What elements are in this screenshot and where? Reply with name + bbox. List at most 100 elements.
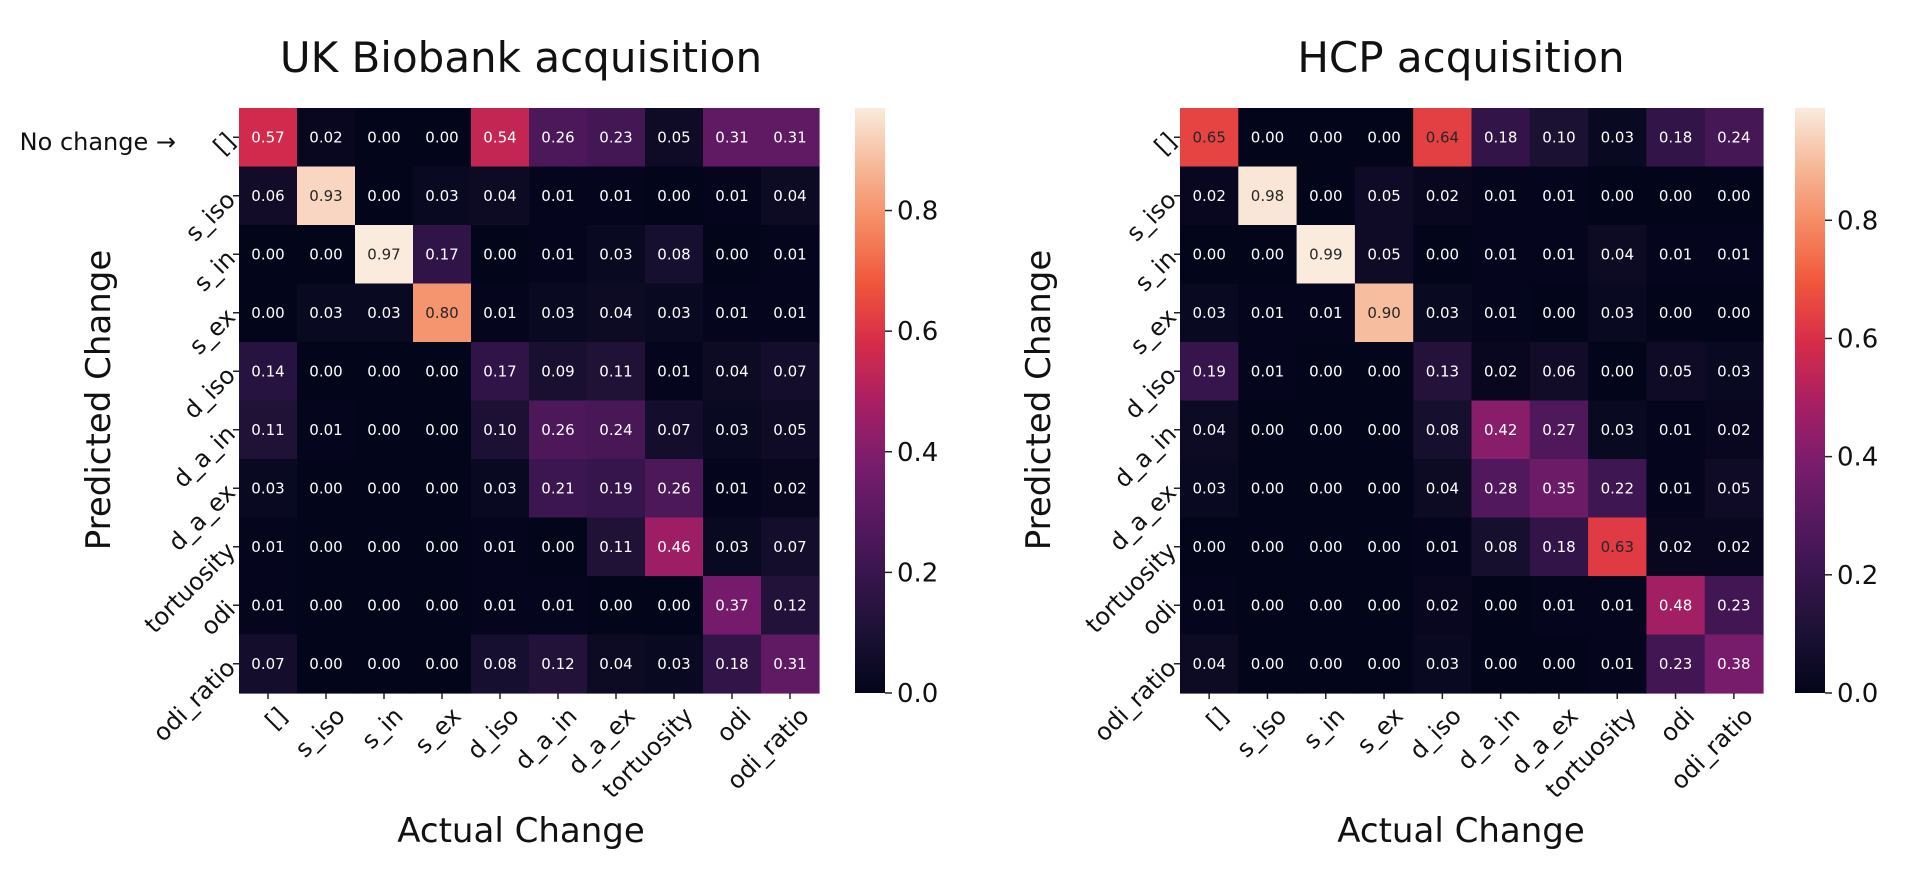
cell-value-label: 0.03	[1426, 304, 1459, 322]
cell-value-label: 0.65	[1192, 128, 1225, 146]
colorbar-gradient	[855, 108, 885, 693]
panel-hcp: HCP acquisition Actual Change Predicted …	[1019, 33, 1878, 851]
x-tick-label: s_ex	[409, 702, 466, 759]
x-tick-label: s_iso	[1231, 702, 1292, 763]
cell-value-label: 0.00	[1367, 421, 1400, 439]
cell-value-label: 0.01	[1601, 596, 1634, 614]
cell-value-label: 0.02	[1659, 538, 1692, 556]
heatmap-cell	[1180, 166, 1239, 226]
cell-value-label: 0.01	[1717, 245, 1750, 263]
cell-value-label: 0.03	[1426, 655, 1459, 673]
heatmap-cell	[703, 166, 762, 226]
heatmap-cell	[1238, 517, 1298, 577]
heatmap-cell	[529, 459, 588, 519]
heatmap-cell	[1296, 459, 1356, 519]
cell-value-label: 0.00	[367, 655, 400, 673]
cell-value-label: 0.01	[483, 304, 516, 322]
heatmap-cell	[1529, 459, 1589, 519]
cell-value-label: 0.02	[1717, 538, 1750, 556]
heatmap-cell	[587, 342, 646, 402]
cell-value-label: 0.99	[1309, 245, 1342, 263]
cell-value-label: 0.07	[251, 655, 284, 673]
heatmap-cell	[703, 342, 762, 402]
heatmap-cell	[355, 342, 414, 402]
cell-value-label: 0.35	[1542, 479, 1575, 497]
heatmap-cell	[239, 225, 298, 285]
cell-value-label: 0.01	[1484, 187, 1517, 205]
cell-value-label: 0.18	[715, 655, 748, 673]
x-tick-label: []	[1201, 702, 1234, 735]
heatmap-cell	[1180, 576, 1239, 636]
cell-value-label: 0.01	[541, 187, 574, 205]
y-tick-label: d_a_in	[167, 420, 240, 493]
heatmap-cell	[355, 225, 414, 285]
heatmap-cell	[761, 576, 820, 636]
cell-value-label: 0.63	[1601, 538, 1634, 556]
cell-value-label: 0.00	[367, 479, 400, 497]
heatmap-cell	[645, 342, 704, 402]
heatmap-cell	[761, 166, 820, 226]
cell-value-label: 0.07	[657, 421, 690, 439]
cell-value-label: 0.04	[1192, 655, 1225, 673]
cell-value-label: 0.00	[367, 187, 400, 205]
heatmap-cell	[1180, 342, 1239, 402]
heatmap-cell	[239, 576, 298, 636]
heatmap-cell	[355, 576, 414, 636]
cell-value-label: 0.03	[715, 421, 748, 439]
cell-value-label: 0.00	[309, 655, 342, 673]
cell-value-label: 0.98	[1251, 187, 1284, 205]
cell-value-label: 0.54	[483, 128, 516, 146]
heatmap-cell	[529, 634, 588, 694]
y-tick-label: d_a_in	[1108, 420, 1181, 493]
heatmap-cell	[1588, 459, 1647, 519]
heatmap-cell	[1646, 576, 1706, 636]
cell-value-label: 0.23	[1717, 596, 1750, 614]
heatmap-cell	[297, 108, 356, 168]
cell-value-label: 0.24	[1717, 128, 1750, 146]
cell-value-label: 0.03	[541, 304, 574, 322]
cell-value-label: 0.11	[251, 421, 284, 439]
cell-value-label: 0.02	[1192, 187, 1225, 205]
cell-value-label: 0.00	[1367, 479, 1400, 497]
cell-value-label: 0.00	[1484, 596, 1517, 614]
heatmap-cell	[1354, 225, 1414, 285]
heatmap-cell	[1471, 342, 1531, 402]
heatmap-cell	[703, 517, 762, 577]
cell-value-label: 0.00	[1717, 304, 1750, 322]
heatmap-cell	[1354, 400, 1414, 460]
cell-value-label: 0.00	[425, 538, 458, 556]
heatmap-cell	[529, 342, 588, 402]
cell-value-label: 0.93	[309, 187, 342, 205]
heatmap-cell	[645, 576, 704, 636]
heatmap-cell	[1588, 166, 1647, 226]
heatmap-cell	[587, 400, 646, 460]
cell-value-label: 0.03	[1601, 304, 1634, 322]
cell-value-label: 0.00	[1367, 538, 1400, 556]
cell-value-label: 0.00	[1659, 304, 1692, 322]
cell-value-label: 0.01	[541, 596, 574, 614]
heatmap-cell	[1704, 166, 1764, 226]
heatmap-cell	[1704, 400, 1764, 460]
heatmap-cell	[1471, 459, 1531, 519]
x-tick-label: []	[260, 702, 293, 735]
heatmap-cell	[297, 634, 356, 694]
x-tick-label: s_ex	[1351, 702, 1408, 759]
cell-value-label: 0.00	[1309, 596, 1342, 614]
heatmap-cell	[413, 576, 472, 636]
cell-value-label: 0.48	[1659, 596, 1692, 614]
heatmap-cell	[1413, 108, 1473, 168]
cell-value-label: 0.04	[1192, 421, 1225, 439]
heatmap-cell	[1704, 576, 1764, 636]
chart-title: UK Biobank acquisition	[280, 33, 762, 82]
heatmap-cell	[703, 400, 762, 460]
heatmap-cell	[413, 634, 472, 694]
cell-value-label: 0.00	[425, 596, 458, 614]
colorbar-gradient	[1795, 108, 1825, 693]
cell-value-label: 0.05	[1659, 362, 1692, 380]
y-tick-label: d_iso	[178, 361, 241, 424]
cell-value-label: 0.21	[541, 479, 574, 497]
cell-value-label: 0.03	[251, 479, 284, 497]
cell-value-label: 0.06	[1542, 362, 1575, 380]
heatmap-cell	[645, 283, 704, 343]
cell-value-label: 0.00	[309, 596, 342, 614]
